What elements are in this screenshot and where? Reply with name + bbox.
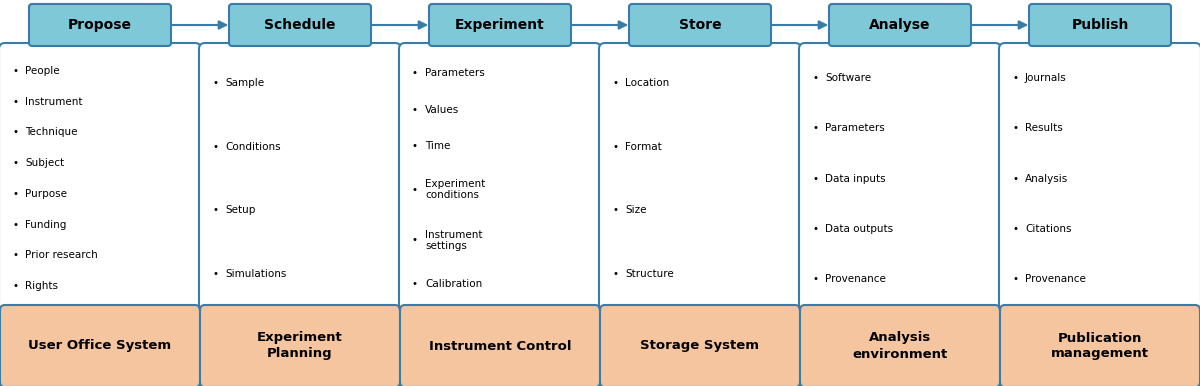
Text: •: • xyxy=(412,68,418,78)
Text: Structure: Structure xyxy=(625,269,673,279)
Text: •: • xyxy=(612,142,618,152)
Text: Parameters: Parameters xyxy=(425,68,485,78)
Text: Location: Location xyxy=(625,78,670,88)
Text: Publish: Publish xyxy=(1072,18,1129,32)
Text: •: • xyxy=(812,73,818,83)
Text: Data outputs: Data outputs xyxy=(826,223,893,234)
Text: •: • xyxy=(612,269,618,279)
FancyBboxPatch shape xyxy=(229,4,371,46)
Text: Store: Store xyxy=(679,18,721,32)
FancyBboxPatch shape xyxy=(430,4,571,46)
Text: Values: Values xyxy=(425,105,460,115)
Text: Size: Size xyxy=(625,205,647,215)
Text: Time: Time xyxy=(425,141,450,151)
Text: Format: Format xyxy=(625,142,661,152)
FancyBboxPatch shape xyxy=(0,305,200,386)
Text: Propose: Propose xyxy=(68,18,132,32)
Text: •: • xyxy=(412,141,418,151)
Text: Citations: Citations xyxy=(1025,223,1072,234)
Text: •: • xyxy=(412,279,418,289)
Text: •: • xyxy=(812,124,818,134)
Text: Sample: Sample xyxy=(226,78,264,88)
Text: Data inputs: Data inputs xyxy=(826,173,886,183)
Text: •: • xyxy=(12,127,18,137)
Text: Funding: Funding xyxy=(25,220,66,230)
Text: •: • xyxy=(1012,274,1018,284)
Text: •: • xyxy=(212,269,218,279)
Text: •: • xyxy=(412,105,418,115)
Text: User Office System: User Office System xyxy=(29,340,172,352)
Text: Instrument: Instrument xyxy=(25,96,83,107)
Text: •: • xyxy=(12,66,18,76)
Text: Schedule: Schedule xyxy=(264,18,336,32)
FancyBboxPatch shape xyxy=(200,305,400,386)
Text: Publication
management: Publication management xyxy=(1051,332,1150,361)
Text: Experiment: Experiment xyxy=(455,18,545,32)
Text: •: • xyxy=(12,189,18,199)
Text: Instrument Control: Instrument Control xyxy=(428,340,571,352)
Text: •: • xyxy=(12,281,18,291)
Text: •: • xyxy=(12,158,18,168)
Text: •: • xyxy=(612,78,618,88)
Text: •: • xyxy=(12,220,18,230)
FancyBboxPatch shape xyxy=(398,43,601,312)
Text: Storage System: Storage System xyxy=(641,340,760,352)
Text: Provenance: Provenance xyxy=(1025,274,1086,284)
Text: Rights: Rights xyxy=(25,281,58,291)
Text: Journals: Journals xyxy=(1025,73,1067,83)
Text: Experiment
Planning: Experiment Planning xyxy=(257,332,343,361)
Text: Subject: Subject xyxy=(25,158,64,168)
FancyBboxPatch shape xyxy=(599,43,802,312)
FancyBboxPatch shape xyxy=(600,305,800,386)
FancyBboxPatch shape xyxy=(400,305,600,386)
FancyBboxPatch shape xyxy=(1000,305,1200,386)
Text: Instrument
settings: Instrument settings xyxy=(425,230,482,251)
Text: Analysis: Analysis xyxy=(1025,173,1068,183)
Text: •: • xyxy=(412,235,418,245)
Text: Experiment
conditions: Experiment conditions xyxy=(425,179,485,200)
Text: People: People xyxy=(25,66,60,76)
Text: Technique: Technique xyxy=(25,127,78,137)
Text: •: • xyxy=(1012,223,1018,234)
FancyBboxPatch shape xyxy=(29,4,172,46)
Text: Calibration: Calibration xyxy=(425,279,482,289)
Text: Provenance: Provenance xyxy=(826,274,886,284)
Text: Setup: Setup xyxy=(226,205,256,215)
Text: •: • xyxy=(812,223,818,234)
Text: Analyse: Analyse xyxy=(869,18,931,32)
Text: •: • xyxy=(212,205,218,215)
Text: •: • xyxy=(412,185,418,195)
Text: •: • xyxy=(812,173,818,183)
Text: •: • xyxy=(12,251,18,261)
Text: Results: Results xyxy=(1025,124,1063,134)
Text: Software: Software xyxy=(826,73,871,83)
FancyBboxPatch shape xyxy=(800,305,1000,386)
Text: Analysis
environment: Analysis environment xyxy=(852,332,948,361)
FancyBboxPatch shape xyxy=(799,43,1001,312)
Text: Prior research: Prior research xyxy=(25,251,97,261)
FancyBboxPatch shape xyxy=(998,43,1200,312)
Text: Purpose: Purpose xyxy=(25,189,67,199)
Text: •: • xyxy=(1012,124,1018,134)
FancyBboxPatch shape xyxy=(199,43,401,312)
Text: •: • xyxy=(612,205,618,215)
Text: •: • xyxy=(1012,73,1018,83)
FancyBboxPatch shape xyxy=(629,4,772,46)
Text: •: • xyxy=(212,142,218,152)
Text: •: • xyxy=(812,274,818,284)
Text: •: • xyxy=(12,96,18,107)
Text: •: • xyxy=(212,78,218,88)
FancyBboxPatch shape xyxy=(829,4,971,46)
FancyBboxPatch shape xyxy=(0,43,202,312)
Text: Conditions: Conditions xyxy=(226,142,281,152)
Text: Parameters: Parameters xyxy=(826,124,884,134)
Text: •: • xyxy=(1012,173,1018,183)
FancyBboxPatch shape xyxy=(1030,4,1171,46)
Text: Simulations: Simulations xyxy=(226,269,287,279)
